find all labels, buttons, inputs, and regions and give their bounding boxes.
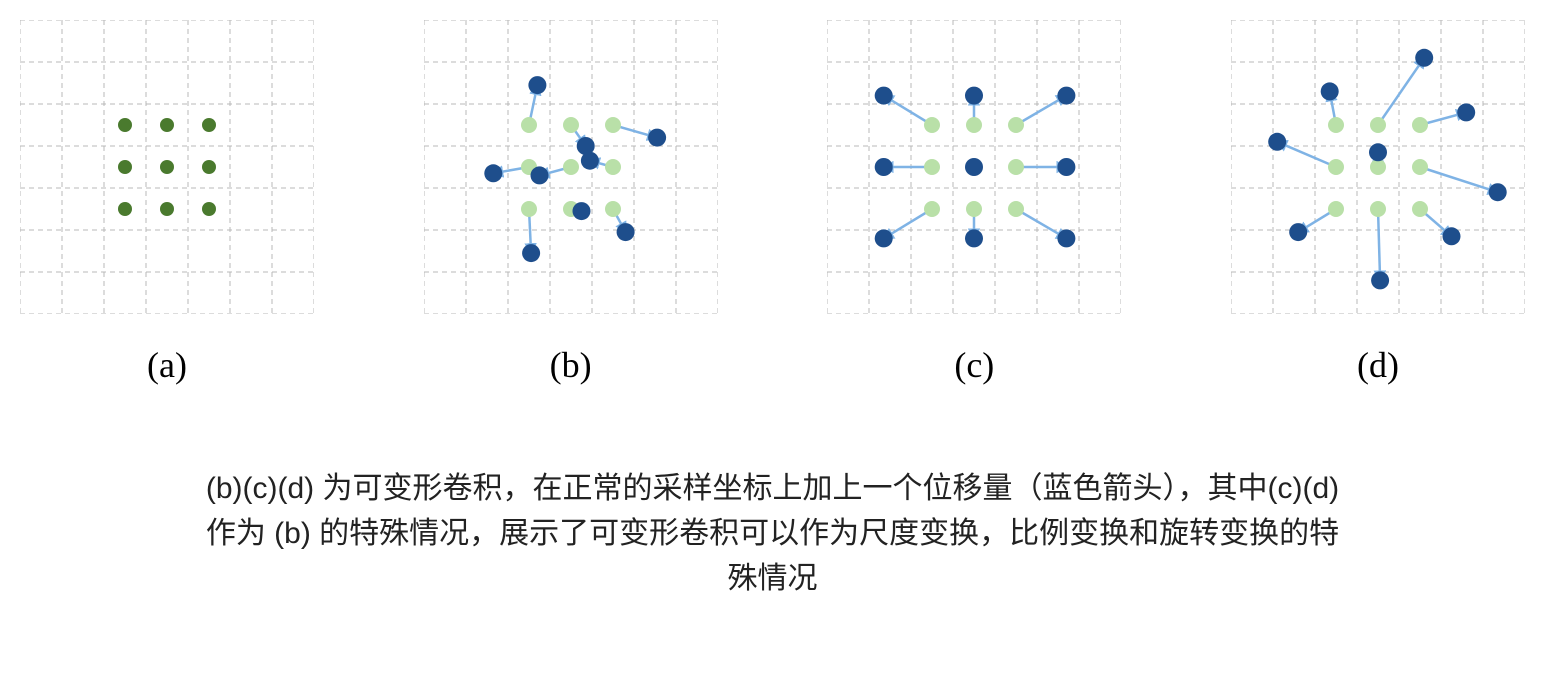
offset-point [528, 76, 546, 94]
origin-point [1412, 117, 1428, 133]
sample-point [202, 202, 216, 216]
offset-point [965, 229, 983, 247]
offset-point [530, 166, 548, 184]
sample-point [160, 160, 174, 174]
offset-point [1058, 87, 1076, 105]
offset-point [1268, 133, 1286, 151]
offset-point [1371, 271, 1389, 289]
origin-point [924, 201, 940, 217]
figure-container: (a) (b) (c) (d) (b)(c)(d) 为可变形卷积，在正常的采样坐标上加… [20, 20, 1525, 601]
origin-point [521, 201, 537, 217]
offset-point [1489, 183, 1507, 201]
offset-point [1058, 158, 1076, 176]
origin-point [605, 201, 621, 217]
sample-point [118, 202, 132, 216]
offset-point [875, 87, 893, 105]
offset-point [1457, 103, 1475, 121]
offset-point [1415, 49, 1433, 67]
origin-point [521, 117, 537, 133]
panel-label-d: (d) [1231, 344, 1525, 386]
grid-b [424, 20, 718, 314]
offset-point [875, 229, 893, 247]
origin-point [966, 117, 982, 133]
panel-label-a: (a) [20, 344, 314, 386]
offset-point [1369, 143, 1387, 161]
sample-point [160, 118, 174, 132]
origin-point [1328, 117, 1344, 133]
origin-point [1008, 159, 1024, 175]
origin-point [1370, 117, 1386, 133]
sample-point [118, 160, 132, 174]
origin-point [1328, 201, 1344, 217]
origin-point [563, 117, 579, 133]
offset-point [616, 223, 634, 241]
offset-point [581, 152, 599, 170]
caption-line: 作为 (b) 的特殊情况，展示了可变形卷积可以作为尺度变换，比例变换和旋转变换的… [60, 511, 1485, 556]
grid-a [20, 20, 314, 314]
offset-point [1289, 223, 1307, 241]
offset-point [965, 87, 983, 105]
offset-point [875, 158, 893, 176]
offset-point [1058, 229, 1076, 247]
offset-point [965, 158, 983, 176]
caption-line: 殊情况 [60, 556, 1485, 601]
panel-label-b: (b) [424, 344, 718, 386]
origin-point [605, 159, 621, 175]
origin-point [605, 117, 621, 133]
origin-point [924, 117, 940, 133]
sample-point [202, 160, 216, 174]
caption-line: (b)(c)(d) 为可变形卷积，在正常的采样坐标上加上一个位移量（蓝色箭头），… [60, 466, 1485, 511]
origin-point [1370, 201, 1386, 217]
sample-point [202, 118, 216, 132]
panels-row: (a) (b) (c) (d) [20, 20, 1525, 386]
origin-point [1412, 159, 1428, 175]
offset-point [1321, 82, 1339, 100]
panel-a: (a) [20, 20, 314, 386]
panel-c: (c) [827, 20, 1121, 386]
panel-label-c: (c) [827, 344, 1121, 386]
offset-point [522, 244, 540, 262]
panel-d: (d) [1231, 20, 1525, 386]
panel-b: (b) [424, 20, 718, 386]
origin-point [1412, 201, 1428, 217]
sample-point [160, 202, 174, 216]
origin-point [924, 159, 940, 175]
offset-point [1442, 227, 1460, 245]
figure-caption: (b)(c)(d) 为可变形卷积，在正常的采样坐标上加上一个位移量（蓝色箭头），… [20, 466, 1525, 601]
grid-d [1231, 20, 1525, 314]
offset-point [484, 164, 502, 182]
origin-point [1008, 201, 1024, 217]
origin-point [1370, 159, 1386, 175]
origin-point [1328, 159, 1344, 175]
offset-point [572, 202, 590, 220]
offset-point [648, 129, 666, 147]
origin-point [1008, 117, 1024, 133]
sample-point [118, 118, 132, 132]
grid-c [827, 20, 1121, 314]
origin-point [563, 159, 579, 175]
origin-point [966, 201, 982, 217]
